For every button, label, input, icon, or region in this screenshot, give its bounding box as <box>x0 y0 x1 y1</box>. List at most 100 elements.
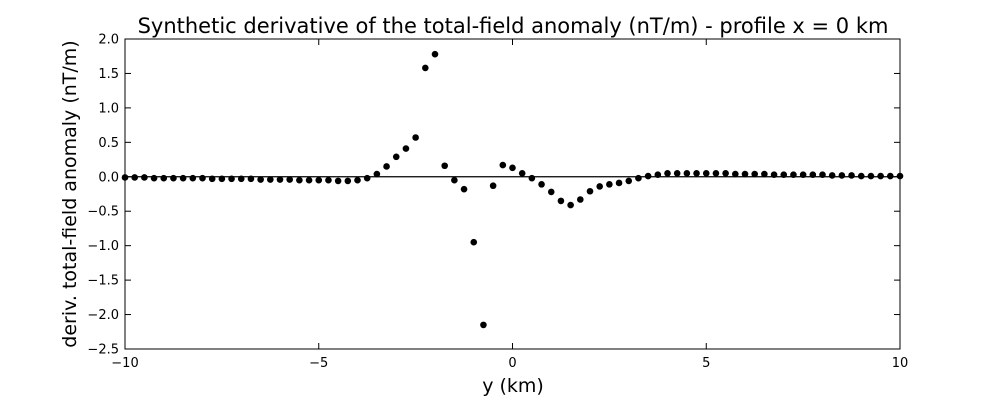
x-tick-label: 0 <box>508 356 516 371</box>
data-point <box>625 177 633 185</box>
data-point <box>567 201 574 209</box>
data-point <box>693 170 700 177</box>
data-point <box>470 238 478 246</box>
data-point <box>480 321 487 329</box>
data-point <box>150 174 158 182</box>
y-tick-label: 2.0 <box>98 33 119 48</box>
data-point <box>557 197 565 205</box>
y-axis-label: deriv. total-field anomaly (nT/m) <box>59 40 81 347</box>
data-point <box>489 182 497 190</box>
data-point <box>276 176 284 183</box>
data-point <box>237 175 245 183</box>
data-point <box>702 170 710 177</box>
data-point <box>615 179 623 187</box>
data-point <box>538 181 545 188</box>
data-point <box>315 176 323 184</box>
data-point <box>741 170 749 178</box>
y-tick-label: 1.0 <box>98 101 119 116</box>
data-point <box>208 175 216 183</box>
y-tick-label: −2.5 <box>87 343 119 358</box>
data-point <box>373 170 381 178</box>
y-tick-label: −0.5 <box>87 205 119 220</box>
data-point <box>160 174 168 182</box>
data-point <box>751 170 758 178</box>
x-tick-label: −10 <box>111 356 138 371</box>
data-point <box>218 175 226 183</box>
data-point <box>267 176 274 183</box>
plot-frame <box>124 38 901 350</box>
data-point <box>635 174 642 182</box>
data-point <box>877 172 884 180</box>
data-point <box>354 176 361 184</box>
data-point <box>170 174 177 182</box>
data-point <box>383 163 390 170</box>
chart-title: Synthetic derivative of the total-field … <box>138 14 889 38</box>
data-point <box>761 170 768 178</box>
data-point <box>770 171 778 179</box>
data-point <box>606 181 613 188</box>
data-point <box>547 188 555 196</box>
data-point <box>431 50 439 58</box>
data-point <box>819 171 826 179</box>
data-point <box>412 134 419 141</box>
data-point <box>141 174 148 181</box>
data-point <box>712 170 720 177</box>
data-point <box>790 171 797 179</box>
data-point <box>654 171 662 179</box>
data-point <box>867 172 875 180</box>
data-point <box>402 145 410 152</box>
x-axis-label: y (km) <box>482 375 544 397</box>
data-point <box>228 175 235 183</box>
data-point <box>305 176 313 184</box>
y-tick-label: −2.0 <box>87 308 119 323</box>
data-point <box>528 174 536 182</box>
data-point <box>499 161 507 169</box>
data-point <box>722 170 729 177</box>
y-tick-label: 0.5 <box>98 136 119 151</box>
data-point <box>683 170 691 177</box>
data-point <box>809 171 817 179</box>
data-point <box>451 176 458 184</box>
data-point <box>848 172 855 179</box>
x-tick-label: 5 <box>702 356 710 371</box>
data-point <box>296 176 303 184</box>
y-tick-label: 0.0 <box>98 170 119 185</box>
data-point <box>189 174 197 182</box>
data-point <box>518 170 526 177</box>
data-point <box>732 170 739 178</box>
data-point <box>257 176 264 183</box>
y-tick-label: 1.5 <box>98 67 119 82</box>
data-point <box>325 176 332 184</box>
data-point <box>673 170 681 177</box>
data-point <box>780 171 788 179</box>
data-point <box>509 164 516 172</box>
data-point <box>857 172 865 180</box>
data-point <box>577 196 584 203</box>
x-tick-label: −5 <box>309 356 328 371</box>
data-point <box>247 175 255 183</box>
data-point <box>586 187 594 195</box>
data-point <box>838 172 846 179</box>
data-point <box>131 174 138 181</box>
data-point <box>664 170 671 177</box>
data-point <box>887 172 894 180</box>
data-point <box>644 172 652 180</box>
data-point <box>422 64 429 72</box>
data-point <box>460 185 468 193</box>
data-point <box>799 171 807 179</box>
data-point <box>334 177 342 185</box>
data-point <box>596 183 603 190</box>
y-tick-label: −1.5 <box>87 274 119 289</box>
y-tick-label: −1.0 <box>87 239 119 254</box>
data-point <box>199 174 206 182</box>
data-point <box>392 153 400 161</box>
data-point <box>286 176 293 183</box>
data-point <box>179 174 187 182</box>
data-point <box>344 177 352 185</box>
data-point <box>363 174 371 182</box>
data-point <box>828 172 836 179</box>
data-point <box>441 162 448 170</box>
data-points <box>121 50 904 329</box>
